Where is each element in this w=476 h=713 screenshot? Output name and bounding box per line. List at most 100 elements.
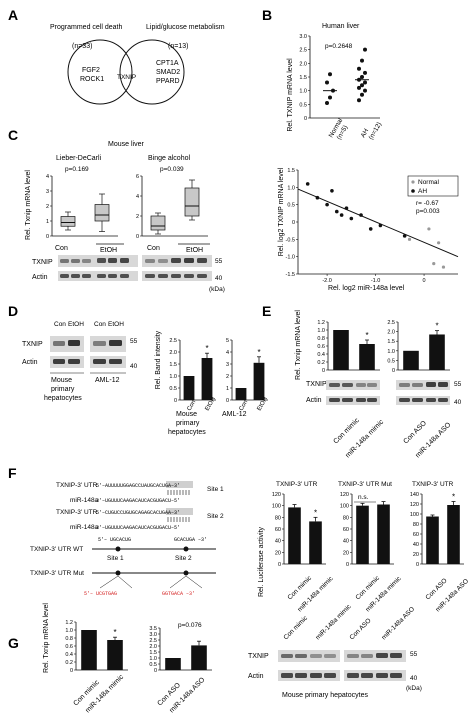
blot-band <box>376 673 388 678</box>
panel-g-label: G <box>8 635 19 651</box>
blot-band <box>438 398 448 402</box>
panel-b-pvalue: p=0.2648 <box>325 43 353 50</box>
panel-d-label: D <box>8 303 18 319</box>
x-tick-label: 0 <box>423 278 426 284</box>
y-tick-label: 60 <box>413 532 419 538</box>
blot-band <box>295 654 307 658</box>
site-marker <box>115 570 121 576</box>
panel-c-xcat: Con <box>147 245 160 252</box>
y-tick-label: 3.0 <box>149 632 157 638</box>
y-tick-label: 1.0 <box>149 656 157 662</box>
data-point <box>402 234 407 238</box>
data-point <box>325 80 329 85</box>
blot-label-actin: Actin <box>248 673 264 680</box>
callout-line <box>185 575 203 589</box>
blot-band <box>329 383 340 387</box>
venn-right-title: Lipid/glucose metabolism <box>146 24 225 31</box>
blot-band <box>120 258 129 263</box>
seq-mir: 3'–UGUUUCAAGACAUCACGUGACU–5' <box>96 498 180 504</box>
panel-c-box-right: 0 2 4 6 <box>136 174 208 240</box>
panel-c-right-title: Binge alcohol <box>148 155 190 162</box>
legend-normal: Normal <box>418 179 440 186</box>
seq-utr-site2: 5'–CUGUCCUGUGCAGAGCACUGAA–3' <box>96 510 180 516</box>
callout-line <box>117 575 133 589</box>
y-tick-label: 0 <box>278 562 281 568</box>
panel-f-chart-title: TXNIP-3' UTR <box>412 481 454 488</box>
lane-label: miR-148a ASO <box>380 606 416 642</box>
site-marker <box>183 570 189 576</box>
y-tick-label: 1.0 <box>65 628 73 634</box>
blot-band <box>361 673 373 678</box>
blot-band <box>158 259 168 263</box>
panel-a-label: A <box>8 7 18 23</box>
data-point <box>325 202 329 207</box>
site-label: Site 2 <box>207 513 224 520</box>
blot-band <box>71 274 80 278</box>
mw-marker: 40 <box>130 363 138 370</box>
data-point <box>437 241 441 245</box>
kda-label: (kDa) <box>209 286 225 293</box>
y-tick-label: 2.0 <box>387 330 395 336</box>
data-point <box>407 237 412 241</box>
blot-band <box>390 653 402 658</box>
y-tick-label: 40 <box>343 539 349 545</box>
seq-label: TXNIP-3' UTR <box>56 509 98 516</box>
blot-band <box>171 258 181 263</box>
base-pairing <box>167 517 190 522</box>
scatter-r: r= -0.67 <box>416 200 439 207</box>
blot-label-txnip: TXNIP <box>32 259 53 266</box>
blot-strip <box>278 670 340 681</box>
data-point <box>360 58 364 63</box>
box <box>184 187 200 217</box>
blot-band <box>53 341 65 346</box>
blot-band <box>356 383 366 387</box>
x-category-label: Con <box>239 399 250 412</box>
cell-label: AML-12 <box>222 411 247 418</box>
blot-band <box>145 274 155 278</box>
blot-band <box>53 359 65 364</box>
y-tick-label: 20 <box>413 552 419 558</box>
y-tick-label: 1.0 <box>287 185 295 191</box>
y-tick-label: 0.5 <box>387 358 395 364</box>
y-tick-label: 0 <box>392 368 395 374</box>
data-point <box>349 216 354 221</box>
wt-seq-right: GCACUGA –3' <box>174 537 207 543</box>
blot-band <box>367 398 377 402</box>
lane-label: Con ASO <box>348 617 372 641</box>
blot-band <box>120 274 129 278</box>
y-tick-label: 3.0 <box>299 34 307 40</box>
blot-band <box>97 274 106 278</box>
data-point <box>360 92 364 97</box>
blot-band <box>108 258 117 263</box>
wt-seq-left: 5'– UGCACUG <box>98 537 131 543</box>
bar <box>107 640 123 670</box>
blot-label-actin: Actin <box>22 359 38 366</box>
blot-band <box>361 654 373 658</box>
data-point <box>427 227 431 231</box>
significance-star: * <box>113 628 116 637</box>
blot-label-txnip: TXNIP <box>22 341 43 348</box>
site-label: Site 2 <box>175 555 192 562</box>
y-tick-label: 120 <box>272 492 281 498</box>
site-label: Site 1 <box>107 555 124 562</box>
wt-label: TXNIP-3' UTR WT <box>30 546 83 553</box>
y-tick-label: 0 <box>154 668 157 674</box>
blot-label-actin: Actin <box>32 274 48 281</box>
panel-e-bar-right: 0 0.5 1.0 1.5 2.0 2.5 * <box>387 320 450 374</box>
blot-band <box>342 383 353 387</box>
seq-label: miR-148a <box>70 497 99 504</box>
y-tick-label: 80 <box>275 515 281 521</box>
y-tick-label: 0 <box>136 234 139 240</box>
blot-band <box>60 274 69 278</box>
bar <box>81 630 97 670</box>
cell-label: Mouse <box>176 411 197 418</box>
y-tick-label: 4 <box>136 194 139 200</box>
seed-highlight <box>166 508 193 515</box>
blot-band <box>184 274 194 278</box>
venn-right-gene: PPARD <box>156 78 180 85</box>
significance-star: * <box>452 493 455 502</box>
bar <box>309 521 322 564</box>
blot-band <box>109 340 122 346</box>
significance-star: * <box>205 344 208 353</box>
y-tick-label: 1.5 <box>387 339 395 345</box>
